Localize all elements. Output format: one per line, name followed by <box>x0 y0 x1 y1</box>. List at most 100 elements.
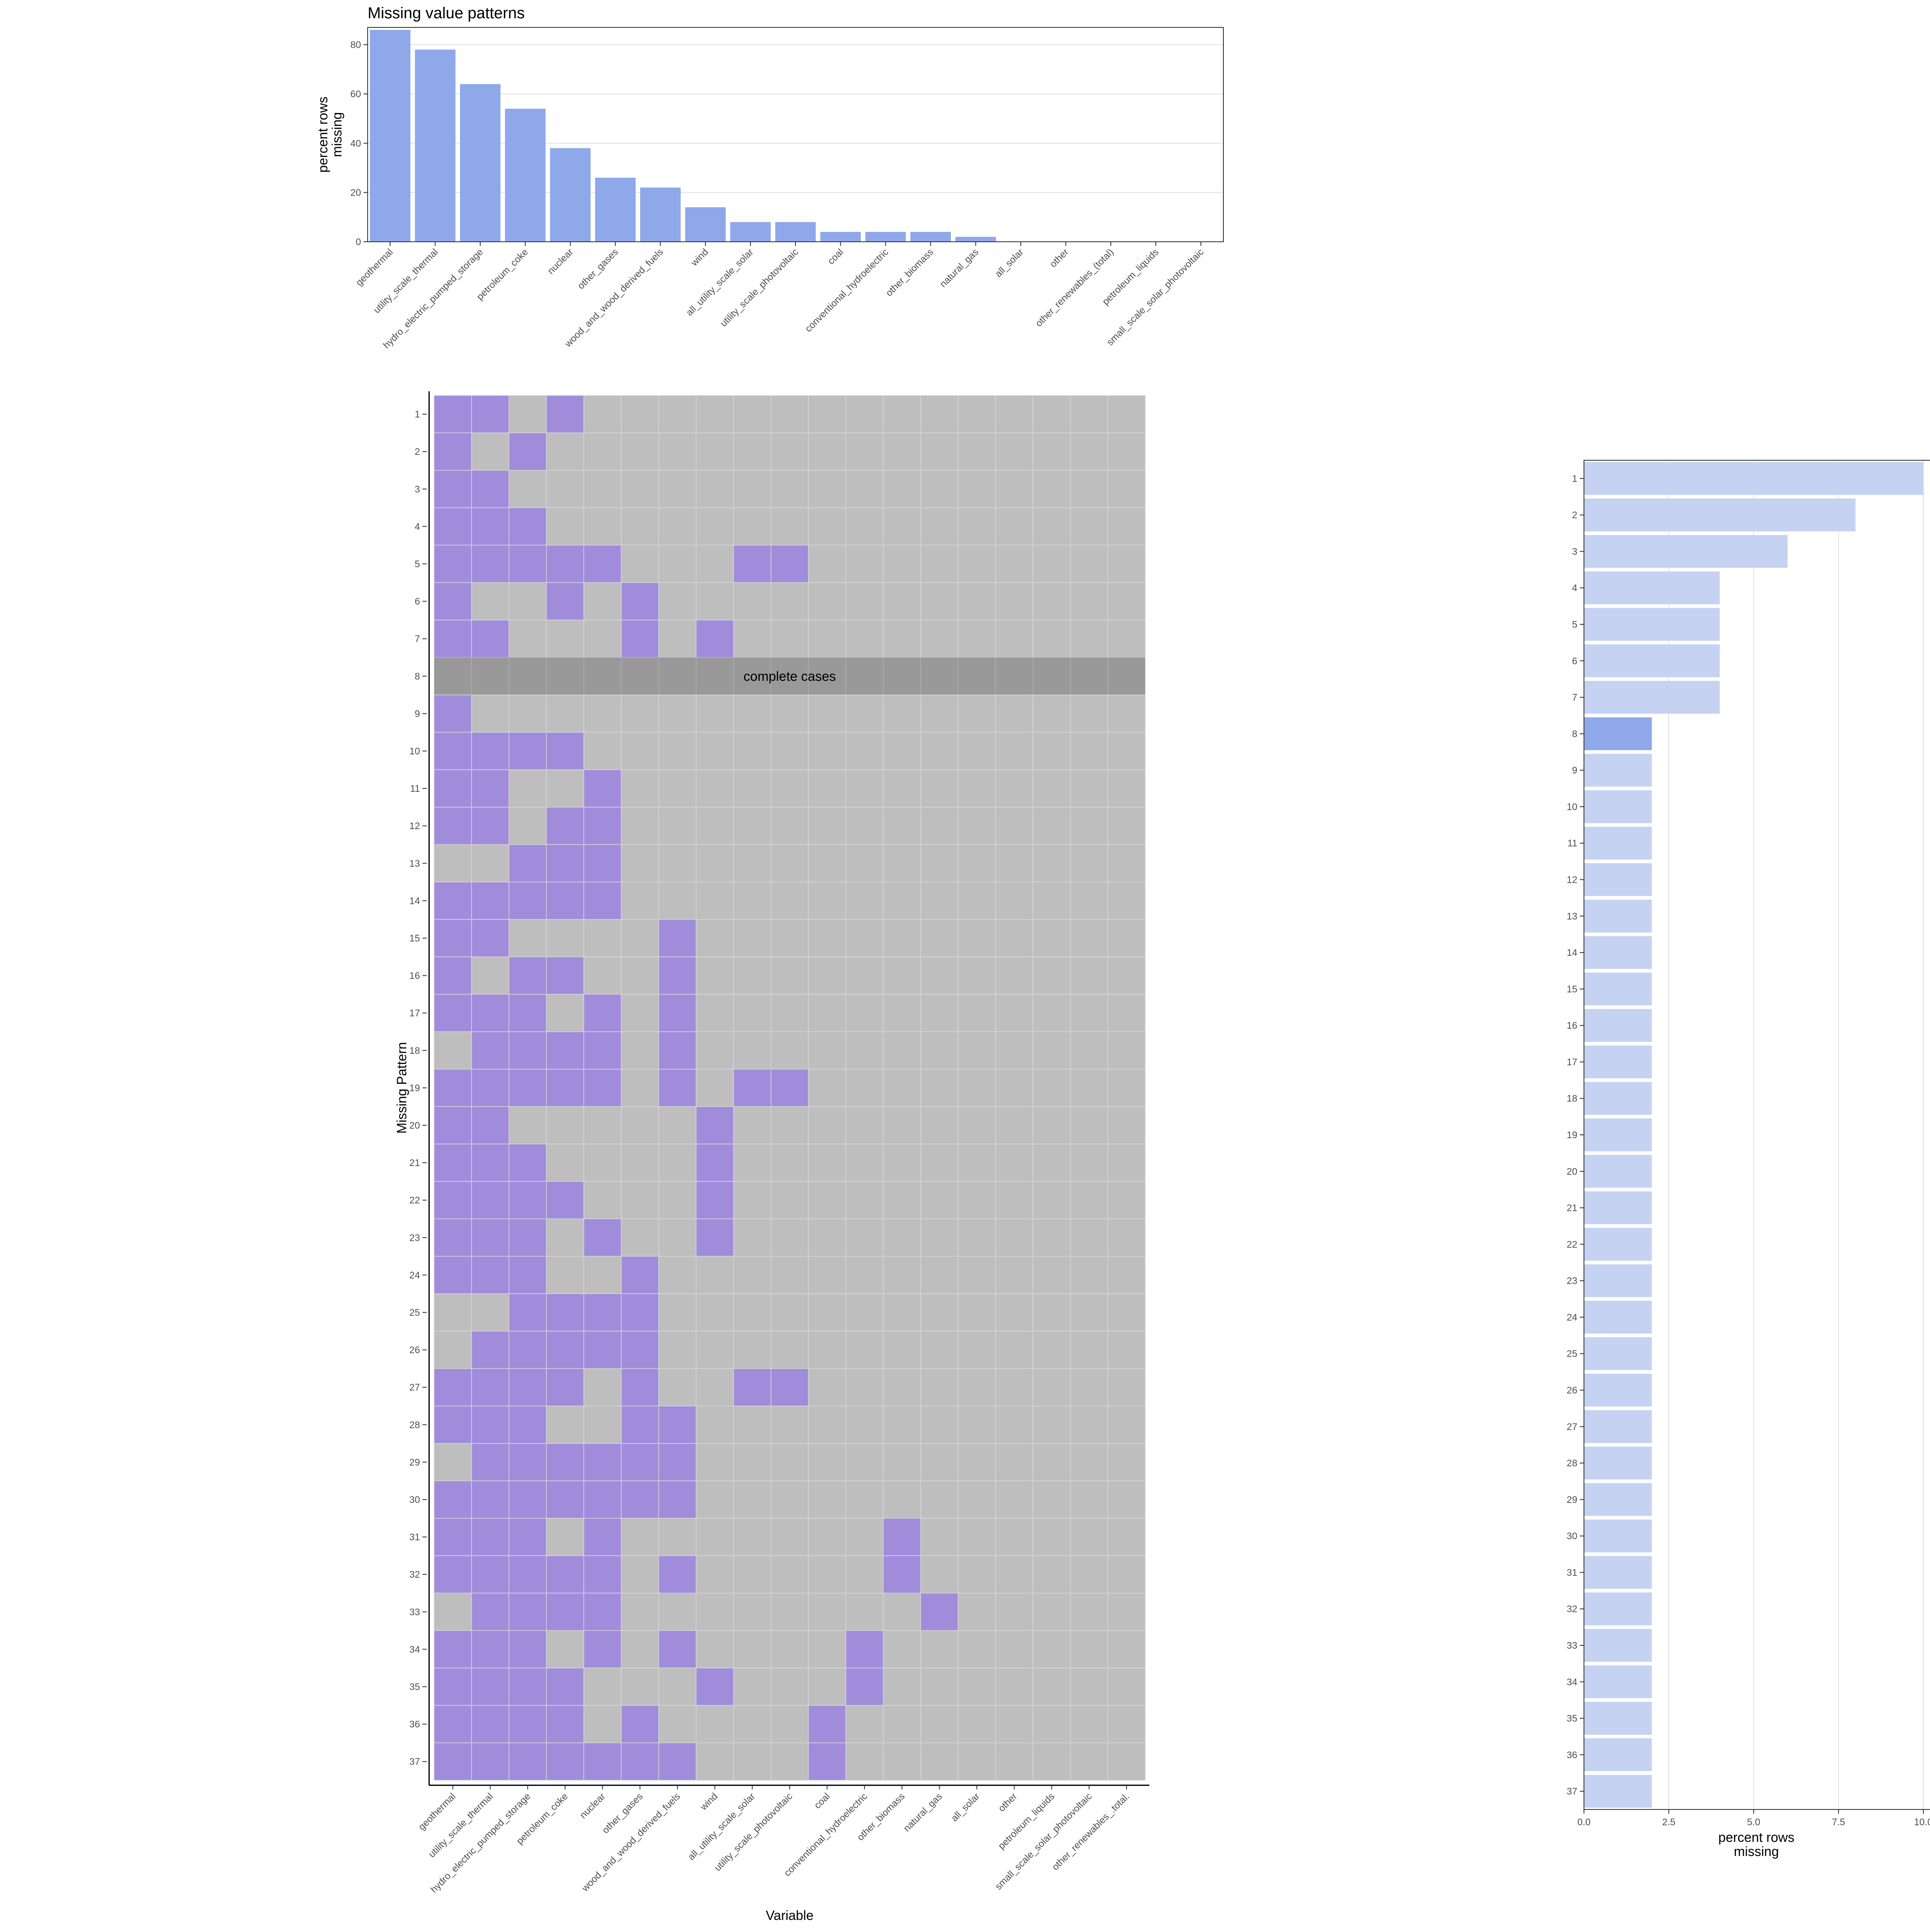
heatmap-row-label: 17 <box>409 1008 420 1019</box>
tile-missing <box>434 432 472 471</box>
right-bar <box>1584 790 1652 823</box>
tile-present <box>1070 1293 1108 1332</box>
tile-present <box>1032 732 1071 770</box>
tile-present <box>771 769 809 808</box>
tile-present <box>808 1144 846 1182</box>
tile-present <box>920 1705 959 1743</box>
tile-missing <box>546 1031 584 1070</box>
tile-missing <box>621 1443 659 1481</box>
tile-present <box>920 695 959 733</box>
tile-missing <box>658 956 697 995</box>
tile-present <box>995 1069 1034 1107</box>
tile-missing <box>583 1443 622 1481</box>
right-y-tick-label: 15 <box>1567 984 1577 994</box>
tile-missing <box>508 844 547 883</box>
heatmap-row-label: 5 <box>415 558 420 569</box>
tile-present <box>845 545 884 583</box>
tile-present <box>733 1667 771 1706</box>
tile-present <box>658 695 697 733</box>
tile-present <box>808 919 846 957</box>
tile-present <box>621 732 659 770</box>
top-y-tick-label: 80 <box>350 39 361 50</box>
tile-present <box>995 1144 1034 1182</box>
tile-missing <box>434 1518 472 1556</box>
tile-present <box>845 582 884 621</box>
tile-present <box>920 1518 959 1556</box>
tile-present <box>995 881 1034 920</box>
heatmap-row-label: 22 <box>409 1195 420 1205</box>
right-bar <box>1584 1592 1652 1625</box>
tile-missing <box>583 881 622 920</box>
right-x-tick-label: 2.5 <box>1662 1817 1675 1827</box>
tile-present <box>808 1667 846 1706</box>
tile-present <box>733 507 771 546</box>
right-y-tick-label: 32 <box>1567 1603 1577 1614</box>
tile-missing <box>508 1144 547 1182</box>
tile-present <box>1070 1480 1108 1519</box>
tile-present <box>1032 582 1071 621</box>
tile-present <box>771 919 809 957</box>
tile-present <box>1107 1555 1146 1593</box>
right-bar <box>1584 1191 1652 1225</box>
tile-missing <box>583 807 622 845</box>
right-bar <box>1584 1702 1652 1735</box>
tile-present <box>958 844 996 883</box>
tile-missing <box>695 1181 734 1219</box>
tile-present <box>995 1667 1034 1706</box>
tile-present <box>771 956 809 995</box>
tile-present <box>695 1031 734 1070</box>
tile-present <box>808 1630 846 1669</box>
tile-present <box>695 507 734 546</box>
tile-present <box>1070 881 1108 920</box>
tile-present <box>733 1256 771 1294</box>
right-y-tick-label: 33 <box>1567 1640 1577 1651</box>
tile-present <box>883 994 921 1032</box>
tile-present <box>658 1293 697 1332</box>
heatmap-row-label: 15 <box>409 933 420 943</box>
tile-present <box>583 1181 622 1219</box>
tile-present <box>958 1705 996 1743</box>
tile-present <box>771 1593 809 1631</box>
tile-present <box>958 432 996 471</box>
tile-present <box>1070 545 1108 583</box>
tile-present <box>883 1705 921 1743</box>
tile-present <box>1032 769 1071 808</box>
tile-present <box>808 470 846 508</box>
tile-present <box>1107 1518 1146 1556</box>
tile-present <box>1107 1181 1146 1219</box>
tile-present <box>583 1405 622 1444</box>
tile-present <box>1070 844 1108 883</box>
tile-present <box>771 1555 809 1593</box>
tile-missing <box>845 1667 884 1706</box>
tile-missing <box>434 1106 472 1144</box>
tile-present <box>920 1331 959 1369</box>
heatmap-row-label: 34 <box>409 1644 420 1655</box>
tile-present <box>1070 1069 1108 1107</box>
tile-present <box>434 1293 472 1332</box>
tile-present <box>695 1630 734 1669</box>
tile-present <box>1032 1069 1071 1107</box>
tile-present <box>583 1256 622 1294</box>
tile-present <box>546 1218 584 1257</box>
tile-present <box>771 432 809 471</box>
heatmap-row-label: 16 <box>409 970 420 981</box>
tile-present <box>1070 919 1108 957</box>
tile-present <box>883 545 921 583</box>
tile-present <box>621 432 659 471</box>
tile-missing <box>733 1069 771 1107</box>
tile-missing <box>434 881 472 920</box>
tile-present <box>1107 1742 1146 1781</box>
tile-present <box>1107 919 1146 957</box>
tile-present <box>958 1480 996 1519</box>
tile-present <box>1107 470 1146 508</box>
tile-missing <box>434 994 472 1032</box>
tile-present <box>695 1742 734 1781</box>
tile-missing <box>434 1555 472 1593</box>
heatmap-row-label: 8 <box>415 671 420 682</box>
tile-present <box>920 619 959 658</box>
top-bar <box>685 207 726 242</box>
tile-present <box>883 619 921 658</box>
tile-present <box>733 1144 771 1182</box>
tile-present <box>658 545 697 583</box>
right-y-tick-label: 37 <box>1567 1786 1577 1797</box>
